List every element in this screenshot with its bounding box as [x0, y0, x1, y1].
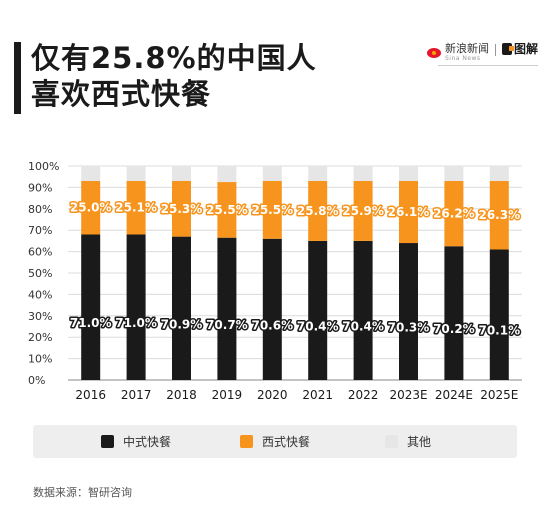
bar-western-fast-food: [399, 180, 418, 244]
x-tick-label: 2022: [348, 388, 379, 402]
legend: 中式快餐 西式快餐 其他: [33, 425, 517, 458]
data-label-chinese: 70.2%: [433, 322, 475, 336]
partner-logo: 图解: [501, 42, 538, 56]
data-label-western: 25.9%: [342, 204, 384, 218]
partner-name: 图解: [513, 42, 538, 56]
bar-other: [172, 166, 191, 181]
bar-western-fast-food: [172, 180, 191, 237]
data-label-chinese: 71.0%: [115, 316, 157, 330]
bar-western-fast-food: [489, 180, 509, 250]
partner-mark-icon: [501, 43, 514, 55]
data-label-western: 25.3%: [161, 202, 203, 216]
title-line-1: 仅有25.8%的中国人: [31, 41, 317, 75]
publisher-logos: 新浪新闻 Sina News 图解: [426, 42, 538, 63]
bar-western-fast-food: [308, 180, 328, 241]
data-label-chinese: 70.6%: [251, 318, 293, 332]
bar-chinese-fast-food: [172, 236, 191, 380]
bar-chinese-fast-food: [308, 240, 328, 380]
bar-chinese-fast-food: [217, 237, 237, 380]
bars-layer: [81, 166, 509, 380]
bar-other: [217, 166, 237, 183]
y-tick-label: 50%: [28, 267, 52, 280]
legend-label-chinese: 中式快餐: [123, 435, 172, 449]
bar-western-fast-food: [217, 182, 237, 238]
y-tick-label: 100%: [28, 160, 59, 173]
bar-western-fast-food: [262, 180, 282, 239]
y-tick-label: 70%: [28, 224, 52, 237]
x-tick-label: 2021: [302, 388, 333, 402]
bar-chinese-fast-food: [81, 234, 101, 380]
legend-swatch-western: [240, 435, 253, 448]
bar-chinese-fast-food: [399, 243, 418, 380]
bar-western-fast-food: [126, 180, 146, 235]
x-tick-label: 2016: [75, 388, 106, 402]
data-label-western: 25.5%: [206, 203, 248, 217]
logo-underline: [438, 65, 538, 66]
bar-chinese-fast-food: [262, 238, 282, 380]
bar-chinese-fast-food: [444, 246, 464, 380]
bar-chinese-fast-food: [126, 234, 146, 380]
bar-other: [444, 166, 464, 181]
title-line-2: 喜欢西式快餐: [31, 77, 212, 111]
bar-other: [126, 166, 146, 181]
data-label-chinese: 71.0%: [70, 316, 112, 330]
bar-western-fast-food: [81, 180, 101, 235]
x-tick-label: 2025E: [480, 388, 518, 402]
y-tick-label: 10%: [28, 353, 52, 366]
bar-western-fast-food: [444, 180, 464, 247]
legend-item-chinese: 中式快餐: [101, 425, 171, 458]
x-tick-label: 2024E: [435, 388, 473, 402]
legend-label-other: 其他: [407, 435, 432, 449]
data-label-western: 25.0%: [70, 201, 112, 215]
y-tick-label: 90%: [28, 181, 52, 194]
stacked-bar-chart: 0% 10% 20% 30% 40% 50% 60% 70% 80% 90% 100% 2016 71…: [28, 160, 522, 402]
x-tick-label: 2017: [121, 388, 152, 402]
bar-other: [489, 166, 509, 181]
data-label-western: 25.1%: [115, 201, 157, 215]
data-label-western: 26.2%: [433, 207, 475, 221]
title-accent-bar: [14, 42, 21, 114]
data-label-chinese: 70.9%: [161, 317, 203, 331]
sina-news-logo: 新浪新闻 Sina News: [426, 42, 489, 63]
bar-other: [262, 166, 282, 181]
bar-other: [353, 166, 373, 181]
y-tick-label: 40%: [28, 288, 52, 301]
data-label-chinese: 70.4%: [297, 319, 339, 333]
x-tick-label: 2018: [166, 388, 197, 402]
y-tick-label: 30%: [28, 310, 52, 323]
data-label-western: 26.3%: [478, 208, 520, 222]
data-label-western: 25.5%: [251, 203, 293, 217]
legend-item-other: 其他: [385, 425, 431, 458]
sina-eye-icon: [426, 47, 441, 58]
y-tick-label: 0%: [28, 374, 45, 387]
legend-label-western: 西式快餐: [262, 435, 311, 449]
labels-layer: 2016 71.0% 25.0% 2017 71.0% 25.1% 2018 70.9% 25.…: [68, 199, 521, 402]
x-tick-label: 2023E: [389, 388, 427, 402]
source-note: 数据来源：智研咨询: [33, 486, 132, 499]
bar-chinese-fast-food: [489, 249, 509, 380]
data-label-western: 26.1%: [388, 205, 430, 219]
bar-chinese-fast-food: [353, 240, 373, 380]
x-tick-label: 2020: [257, 388, 288, 402]
sina-sub: Sina News: [444, 55, 481, 62]
bar-other: [308, 166, 328, 181]
data-label-chinese: 70.1%: [478, 324, 520, 338]
chart-title: 仅有25.8%的中国人 喜欢西式快餐: [31, 40, 317, 112]
legend-item-western: 西式快餐: [240, 425, 310, 458]
x-tick-label: 2019: [212, 388, 243, 402]
data-label-chinese: 70.7%: [206, 318, 248, 332]
sina-name: 新浪新闻: [444, 42, 489, 55]
bar-western-fast-food: [353, 180, 373, 241]
data-label-chinese: 70.3%: [388, 321, 430, 335]
data-label-western: 25.8%: [297, 204, 339, 218]
bar-other: [399, 166, 418, 181]
legend-swatch-other: [385, 435, 398, 448]
data-label-chinese: 70.4%: [342, 319, 384, 333]
y-tick-label: 20%: [28, 331, 52, 344]
legend-swatch-chinese: [101, 435, 114, 448]
bar-other: [81, 166, 101, 181]
y-tick-label: 60%: [28, 246, 52, 259]
logo-separator: [494, 44, 496, 56]
y-tick-label: 80%: [28, 203, 52, 216]
